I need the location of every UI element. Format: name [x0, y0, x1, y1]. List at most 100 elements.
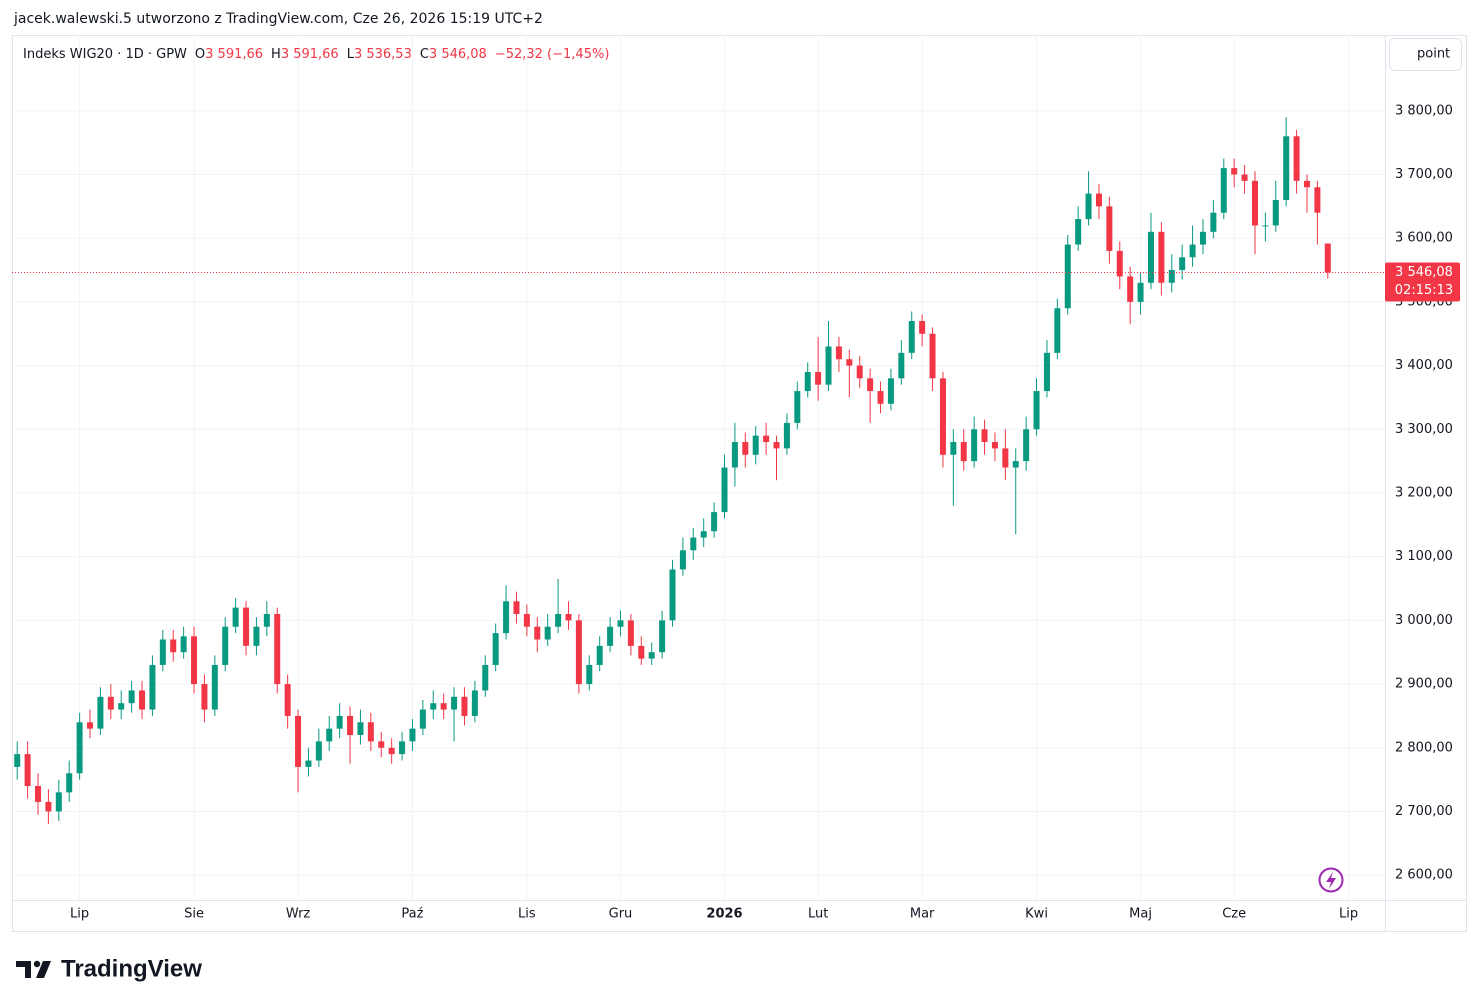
- candle-body: [1231, 168, 1238, 175]
- candle-body: [679, 550, 686, 570]
- candle-body: [409, 728, 416, 742]
- candle-body: [1147, 231, 1154, 283]
- candle-body: [14, 754, 21, 767]
- candle-body: [128, 690, 135, 704]
- legend-change: −52,32 (−1,45%): [495, 47, 610, 62]
- legend-title: Indeks WIG20 · 1D · GPW: [23, 47, 187, 62]
- candle-body: [1075, 219, 1082, 245]
- candle-body: [419, 709, 426, 729]
- candles: [14, 117, 1331, 825]
- x-tick-label: Gru: [609, 907, 633, 922]
- candle-body: [451, 696, 458, 710]
- legend: Indeks WIG20 · 1D · GPW O3 591,66 H3 591,6…: [23, 47, 609, 62]
- candle-body: [1137, 282, 1144, 302]
- candle-body: [981, 429, 988, 443]
- candle-body: [763, 435, 770, 443]
- candle-body: [430, 703, 437, 710]
- legend-value: 3 591,66: [205, 47, 263, 62]
- candle-body: [97, 696, 104, 729]
- y-tick-label: 3 300,00: [1395, 422, 1453, 437]
- candle-body: [24, 754, 31, 786]
- grid: [12, 35, 1385, 900]
- lightning-icon[interactable]: [1318, 867, 1344, 893]
- candle-body: [617, 620, 624, 627]
- legend-key: C: [420, 47, 429, 62]
- candle-body: [378, 741, 385, 748]
- candle-body: [284, 684, 291, 716]
- candle-body: [45, 801, 52, 812]
- candle-body: [783, 422, 790, 449]
- candle-body: [794, 391, 801, 423]
- x-tick-label: Paź: [401, 907, 423, 922]
- candle-body: [565, 614, 572, 621]
- candle-body: [1293, 136, 1300, 181]
- candle-body: [1095, 193, 1102, 207]
- candle-body: [669, 569, 676, 621]
- candle-body: [253, 626, 260, 646]
- lightning-bolt[interactable]: [1326, 872, 1336, 889]
- candle-body: [170, 639, 177, 653]
- candle-body: [211, 664, 218, 710]
- y-tick-label: 3 400,00: [1395, 358, 1453, 373]
- candle-body: [305, 760, 312, 767]
- x-tick-label: Cze: [1222, 907, 1246, 922]
- candle-body: [773, 442, 780, 449]
- candle-body: [544, 626, 551, 640]
- y-tick-label: 2 600,00: [1395, 868, 1453, 883]
- candle-body: [700, 531, 707, 538]
- candle-body: [1116, 250, 1123, 277]
- candle-body: [960, 442, 967, 462]
- candle-body: [638, 645, 645, 659]
- candle-body: [1064, 244, 1071, 309]
- candle-body: [243, 607, 250, 646]
- x-tick-label: 2026: [706, 907, 742, 922]
- logo-mark-b: [36, 961, 51, 978]
- candle-body: [991, 442, 998, 449]
- last-price-label: 3 546,08: [1395, 265, 1453, 280]
- scale-button[interactable]: point: [1389, 38, 1462, 71]
- candle-body: [929, 333, 936, 379]
- candle-body: [1272, 199, 1279, 226]
- candle-body: [1314, 187, 1321, 213]
- logo-mark-a: [16, 961, 31, 978]
- candle-body: [357, 722, 364, 736]
- candle-body: [274, 614, 281, 685]
- candle-body: [1199, 231, 1206, 245]
- candle-body: [118, 703, 125, 710]
- candle-body: [326, 728, 333, 742]
- logo-mark-dot: [33, 960, 41, 968]
- candle-body: [1085, 193, 1092, 220]
- candle-body: [1106, 206, 1113, 251]
- scale-button-box[interactable]: [1389, 38, 1462, 71]
- candle-body: [659, 620, 666, 653]
- candle-body: [471, 690, 478, 716]
- candle-body: [555, 614, 562, 627]
- candle-body: [347, 715, 354, 736]
- candle-body: [315, 741, 322, 761]
- candle-body: [1168, 270, 1175, 283]
- x-tick-label: Wrz: [286, 907, 311, 922]
- candle-body: [1002, 448, 1009, 468]
- candle-body: [1054, 308, 1061, 353]
- candle-body: [1043, 352, 1050, 392]
- candle-body: [575, 620, 582, 685]
- y-tick-label: 3 800,00: [1395, 103, 1453, 118]
- chart-frame: [12, 35, 1467, 932]
- candle-body: [690, 537, 697, 551]
- candle-body: [877, 391, 884, 404]
- candle-body: [55, 792, 62, 812]
- candle-body: [461, 696, 468, 716]
- candle-body: [887, 378, 894, 404]
- candle-body: [523, 614, 530, 627]
- candle-body: [815, 371, 822, 385]
- overlay: 2 600,00 2 700,00 2 800,00 2 900,00 3 000,00…: [12, 103, 1460, 922]
- scale-button-label[interactable]: point: [1417, 47, 1450, 62]
- y-tick-label: 2 700,00: [1395, 804, 1453, 819]
- candle-body: [399, 741, 406, 755]
- brand-logo: TradingView: [16, 955, 202, 982]
- candle-body: [87, 722, 94, 729]
- legend-key: O: [195, 47, 205, 62]
- candle-body: [388, 747, 395, 755]
- candle-body: [139, 690, 146, 710]
